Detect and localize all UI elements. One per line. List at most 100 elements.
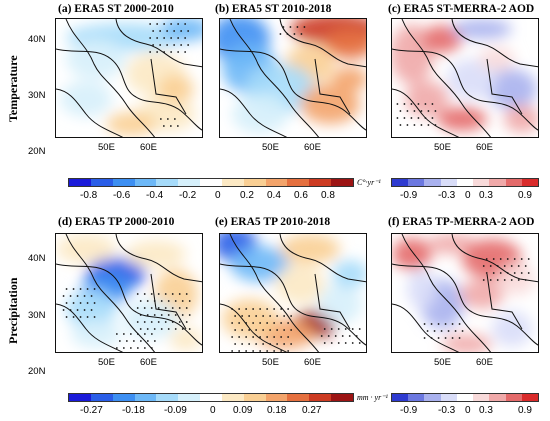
field-shading <box>170 327 202 351</box>
colorbar-swatch <box>521 394 538 401</box>
significance-dot <box>177 51 180 53</box>
significance-dot <box>293 33 296 35</box>
cb-st-corr-label: 0 <box>465 190 471 201</box>
significance-dot <box>283 343 286 345</box>
cb-st-trend-label: 0.2 <box>240 190 254 201</box>
significance-dot <box>430 337 433 339</box>
significance-dot <box>150 293 153 295</box>
border-line <box>486 58 523 115</box>
significance-dot <box>171 307 174 309</box>
colorbar-swatch <box>112 394 135 401</box>
field-shading <box>499 263 535 295</box>
significance-dot <box>262 329 265 331</box>
significance-dot <box>273 322 276 324</box>
lon-tick-60e-a: 60E <box>140 142 157 153</box>
field-shading <box>56 234 116 264</box>
significance-dot <box>93 316 96 318</box>
significance-dot <box>320 335 323 337</box>
significance-dot <box>166 44 169 46</box>
colorbar-swatch <box>200 179 222 186</box>
cb-st-trend-label: 0 <box>215 190 221 201</box>
colorbar-swatch <box>408 179 425 186</box>
border-line <box>220 48 366 131</box>
significance-dot <box>122 347 125 349</box>
field-shading <box>442 334 492 352</box>
significance-dot <box>164 321 167 323</box>
significance-dot <box>157 321 160 323</box>
significance-dot <box>286 33 289 35</box>
significance-dot <box>248 329 251 331</box>
significance-dot <box>187 30 190 32</box>
significance-dot <box>485 272 488 274</box>
significance-dot <box>231 350 234 352</box>
significance-dot <box>327 335 330 337</box>
significance-dot <box>266 322 269 324</box>
border-line <box>401 19 492 137</box>
significance-dot <box>118 340 121 342</box>
significance-dot <box>146 314 149 316</box>
field-shading <box>318 284 362 324</box>
cb-tp-corr-label: 0 <box>465 405 471 416</box>
significance-dot <box>355 335 358 337</box>
significance-dot <box>255 329 258 331</box>
field-shading <box>392 238 432 270</box>
field-shading <box>487 69 537 109</box>
field-shading <box>492 311 532 347</box>
significance-dot <box>431 103 434 105</box>
significance-dot <box>146 300 149 302</box>
significance-dot <box>185 293 188 295</box>
significance-dot <box>159 30 162 32</box>
significance-dot <box>234 329 237 331</box>
panel-title-f: (f) ERA5 TP-MERRA-2 AOD <box>388 216 535 228</box>
panel-title-a: (a) ERA5 ST 2000-2010 <box>58 3 174 15</box>
significance-dot <box>245 322 248 324</box>
significance-dot <box>149 23 152 25</box>
significance-dot <box>163 37 166 39</box>
significance-dot <box>444 323 447 325</box>
border-line <box>56 263 202 346</box>
significance-dot <box>334 335 337 337</box>
significance-dot <box>184 37 187 39</box>
significance-dot <box>139 314 142 316</box>
field-shading <box>452 19 512 39</box>
significance-dot <box>136 293 139 295</box>
significance-dot <box>510 265 513 267</box>
significance-dot <box>358 342 361 344</box>
significance-dot <box>283 329 286 331</box>
significance-dot <box>231 336 234 338</box>
significance-dot <box>269 343 272 345</box>
significance-dot <box>255 343 258 345</box>
significance-dot <box>458 337 461 339</box>
significance-dot <box>506 258 509 260</box>
significance-dot <box>234 343 237 345</box>
significance-dot <box>259 336 262 338</box>
significance-dot <box>173 30 176 32</box>
significance-dot <box>122 333 125 335</box>
significance-dot <box>153 328 156 330</box>
significance-dot <box>173 118 176 120</box>
cb-st-corr-label: -0.3 <box>438 190 456 201</box>
significance-dot <box>143 307 146 309</box>
significance-dot <box>245 308 248 310</box>
significance-dot <box>323 328 326 330</box>
significance-dot <box>139 340 142 342</box>
cb-tp-trend-label: 0.18 <box>267 405 287 416</box>
significance-dot <box>166 30 169 32</box>
colorbar-swatch <box>309 394 332 401</box>
significance-dot <box>451 323 454 325</box>
significance-dot <box>492 272 495 274</box>
significance-dot <box>76 309 79 311</box>
border-line <box>314 273 351 330</box>
colorbar-swatch <box>456 179 474 186</box>
significance-dot <box>283 315 286 317</box>
significance-dot <box>115 333 118 335</box>
significance-dot <box>157 293 160 295</box>
significance-dot <box>399 110 402 112</box>
significance-dot <box>413 124 416 126</box>
significance-dot <box>90 309 93 311</box>
significance-dot <box>303 26 306 28</box>
field-shading <box>126 240 186 268</box>
significance-dot <box>248 315 251 317</box>
significance-dot <box>153 300 156 302</box>
significance-dot <box>150 333 153 335</box>
